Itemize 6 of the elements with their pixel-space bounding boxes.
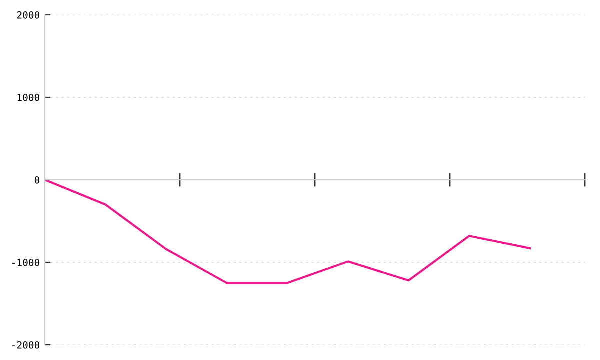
- y-tick-label: 2000: [17, 12, 40, 19]
- y-tick-label: -2000: [12, 342, 40, 349]
- y-tick-label: -1000: [12, 259, 40, 266]
- line-series: [45, 178, 532, 284]
- y-tick-label: 0: [34, 176, 40, 184]
- y-tick-label: 1000: [18, 94, 40, 102]
